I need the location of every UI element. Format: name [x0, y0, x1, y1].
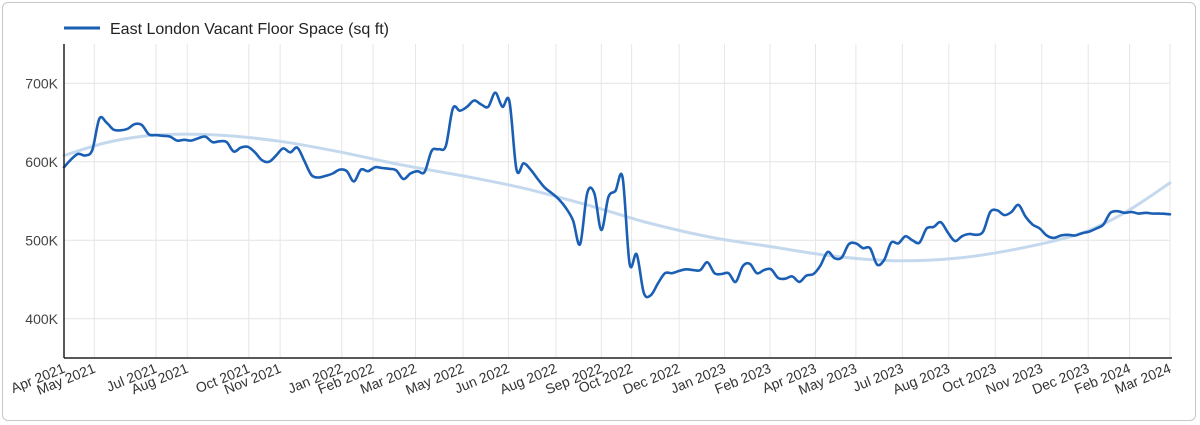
series-line-east-london: [62, 91, 1172, 299]
legend: East London Vacant Floor Space (sq ft): [64, 21, 389, 38]
y-tick-label: 400K: [25, 311, 58, 327]
y-tick-label: 700K: [25, 75, 58, 91]
y-gridlines: [64, 82, 1170, 320]
legend-label: East London Vacant Floor Space (sq ft): [110, 21, 389, 38]
y-tick-label: 600K: [25, 154, 58, 170]
y-tick-label: 500K: [25, 232, 58, 248]
x-tick-label: May 2021: [34, 360, 97, 398]
y-axis-ticks: 400K 500K 600K 700K: [25, 75, 58, 327]
x-gridlines: [63, 44, 1171, 358]
trend-line: [62, 132, 1172, 263]
